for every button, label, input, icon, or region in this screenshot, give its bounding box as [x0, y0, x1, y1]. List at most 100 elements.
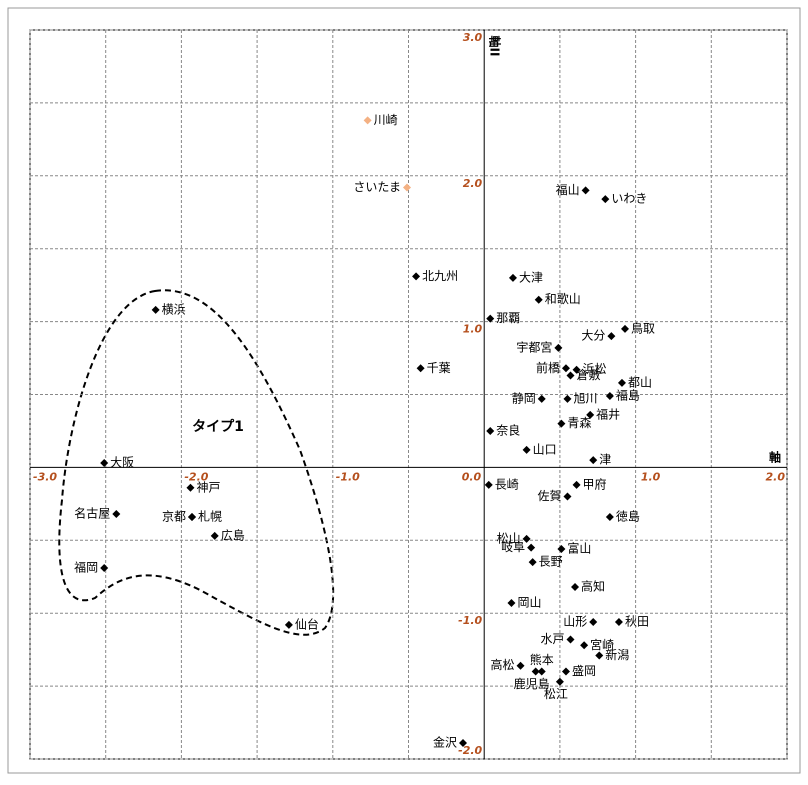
point-label: 盛岡	[572, 663, 596, 678]
point-label: 青森	[567, 415, 591, 430]
point	[210, 531, 219, 540]
point-label: 新潟	[605, 647, 629, 662]
x-tick-label: 1.0	[641, 470, 661, 483]
point-label: 富山	[567, 541, 591, 556]
point	[580, 641, 589, 650]
point	[484, 480, 493, 489]
point	[595, 651, 604, 660]
point	[508, 273, 517, 282]
point-label: 奈良	[496, 422, 520, 437]
point	[621, 324, 630, 333]
point-label: 岐阜	[501, 540, 525, 554]
point	[605, 391, 614, 400]
point-label: 福山	[556, 182, 580, 197]
point-label: 大津	[519, 270, 543, 284]
point	[486, 314, 495, 323]
point	[563, 492, 572, 501]
point	[601, 195, 610, 204]
x-axis-label: 軸	[769, 450, 781, 465]
point-label: 鳥取	[631, 320, 655, 335]
point	[486, 426, 495, 435]
point	[537, 394, 546, 403]
point-label: 山形	[563, 614, 587, 628]
point-label: 長崎	[495, 477, 519, 491]
point	[528, 558, 537, 567]
point	[589, 617, 598, 626]
point	[284, 620, 293, 629]
point	[607, 332, 616, 341]
point	[534, 295, 543, 304]
cluster-outline	[58, 289, 335, 636]
y-tick-label: -2.0	[458, 744, 482, 757]
point-label: 静岡	[512, 391, 536, 405]
point-label: 和歌山	[545, 291, 581, 306]
point	[516, 661, 525, 670]
point-label: 千葉	[427, 361, 451, 375]
point-label: 宇都宮	[516, 339, 552, 354]
point-label: さいたま	[353, 180, 401, 194]
point	[555, 677, 564, 686]
point	[522, 445, 531, 454]
point-label: 浜松	[583, 362, 607, 376]
point-label: 佐賀	[537, 489, 561, 503]
point-label: 秋田	[625, 614, 649, 628]
point-label: 仙台	[295, 616, 319, 631]
point	[561, 364, 570, 373]
point	[586, 410, 595, 419]
point-label: 宮崎	[590, 637, 614, 652]
point	[531, 667, 540, 676]
point-label: 熊本	[530, 652, 554, 667]
point	[554, 343, 563, 352]
point	[363, 116, 372, 125]
point-label: 神戸	[196, 480, 220, 494]
point-label: 大阪	[110, 456, 134, 470]
point-label: 高知	[581, 578, 605, 593]
outer-frame	[7, 7, 801, 774]
point-label: 広島	[221, 527, 245, 542]
point	[537, 667, 546, 676]
point	[459, 738, 468, 747]
point-label: 金沢	[433, 734, 457, 749]
point-label: 大分	[581, 329, 605, 343]
point	[412, 272, 421, 281]
point	[571, 582, 580, 591]
point	[402, 183, 411, 192]
point-label: 倉敷	[576, 367, 600, 382]
point	[566, 635, 575, 644]
point	[416, 364, 425, 373]
point	[566, 371, 575, 380]
point-label: 津	[599, 453, 611, 467]
x-tick-label: 0.0	[462, 470, 482, 483]
point-label: 山口	[533, 442, 557, 456]
point	[617, 378, 626, 387]
point	[186, 483, 195, 492]
point-label: 福井	[596, 406, 620, 421]
point-label: 名古屋	[74, 506, 110, 521]
point-label: 京都	[162, 509, 186, 523]
point-label: 旭川	[573, 391, 597, 405]
point-label: 松山	[497, 531, 521, 545]
point-label: 前橋	[536, 360, 560, 375]
point	[100, 564, 109, 573]
point-label: 福島	[616, 387, 640, 402]
point	[557, 545, 566, 554]
x-tick-label: -2.0	[184, 470, 208, 483]
point	[614, 617, 623, 626]
point	[522, 534, 531, 543]
point	[507, 598, 516, 607]
point	[557, 419, 566, 428]
point-label: いわき	[611, 192, 647, 206]
y-tick-label: 3.0	[463, 31, 483, 44]
point-label: 福岡	[74, 560, 98, 575]
point-label: 札幌	[198, 508, 222, 523]
point-label: 甲府	[583, 476, 607, 491]
point-label: 徳島	[616, 508, 640, 523]
point	[527, 543, 536, 552]
y-tick-label: -1.0	[458, 614, 482, 627]
x-tick-label: -3.0	[33, 470, 57, 483]
point	[581, 186, 590, 195]
point	[572, 365, 581, 374]
point-label: 水戸	[540, 632, 564, 646]
point	[112, 510, 121, 519]
